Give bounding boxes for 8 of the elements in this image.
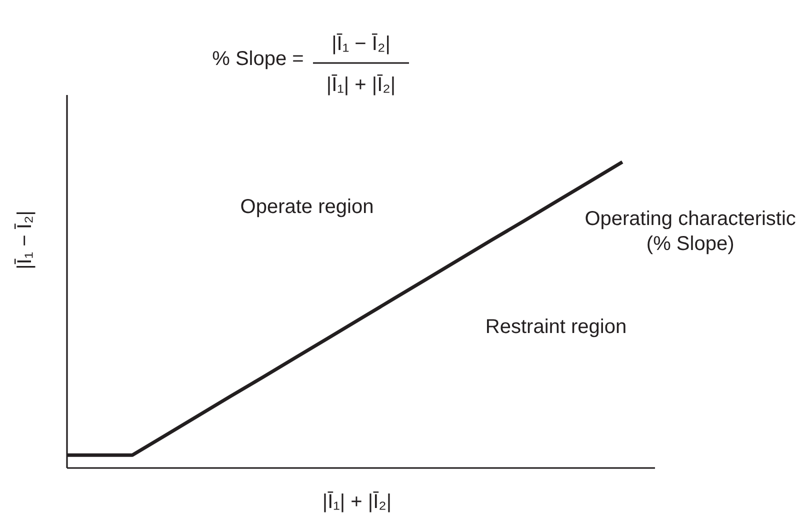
series-label: Operating characteristic (% Slope)	[584, 208, 796, 255]
annotation: Restraint region	[485, 316, 627, 338]
x-axis-title: |Ī₁| + |Ī₂|	[322, 491, 392, 514]
text: |Ī₁| + |Ī₂|	[326, 74, 396, 96]
text: % Slope =	[212, 48, 304, 70]
text: |Ī₁ − Ī₂|	[332, 33, 390, 56]
y-axis-title: |Ī₁ − Ī₂|	[14, 210, 36, 270]
annotation: Operate region	[240, 196, 374, 218]
